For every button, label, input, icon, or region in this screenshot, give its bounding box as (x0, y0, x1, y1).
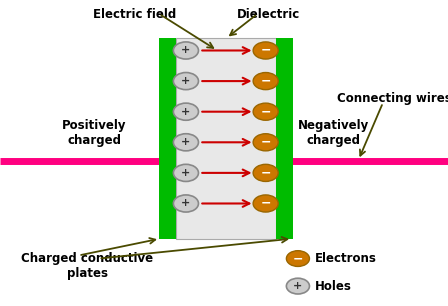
Text: Positively
charged: Positively charged (62, 119, 126, 147)
Text: Charged conductive
plates: Charged conductive plates (22, 252, 153, 281)
Text: Dielectric: Dielectric (237, 8, 301, 21)
Bar (276, 38, 293, 239)
Text: +: + (181, 199, 190, 208)
Text: Connecting wires: Connecting wires (337, 92, 448, 105)
Text: +: + (181, 107, 190, 117)
Circle shape (173, 164, 198, 181)
Text: +: + (293, 281, 302, 291)
Circle shape (173, 73, 198, 90)
Text: Holes: Holes (315, 280, 352, 293)
Circle shape (253, 134, 278, 151)
Circle shape (253, 42, 278, 59)
Bar (176, 38, 276, 239)
Circle shape (253, 73, 278, 90)
Text: −: − (260, 105, 271, 118)
Text: Negatively
charged: Negatively charged (298, 119, 370, 147)
Text: −: − (260, 197, 271, 210)
Text: Electrons: Electrons (315, 252, 377, 265)
Circle shape (253, 164, 278, 181)
Circle shape (173, 195, 198, 212)
Text: Electric field: Electric field (93, 8, 176, 21)
Text: +: + (181, 168, 190, 178)
Circle shape (173, 42, 198, 59)
Text: +: + (181, 137, 190, 147)
Text: +: + (181, 46, 190, 55)
Text: −: − (260, 44, 271, 57)
Text: −: − (260, 166, 271, 179)
Circle shape (253, 195, 278, 212)
Bar (159, 38, 176, 239)
Text: +: + (181, 76, 190, 86)
Text: −: − (260, 75, 271, 88)
Circle shape (286, 251, 310, 267)
Circle shape (286, 278, 310, 294)
Text: −: − (293, 252, 303, 265)
Text: −: − (260, 136, 271, 149)
Circle shape (173, 103, 198, 120)
Circle shape (173, 134, 198, 151)
Circle shape (253, 103, 278, 120)
